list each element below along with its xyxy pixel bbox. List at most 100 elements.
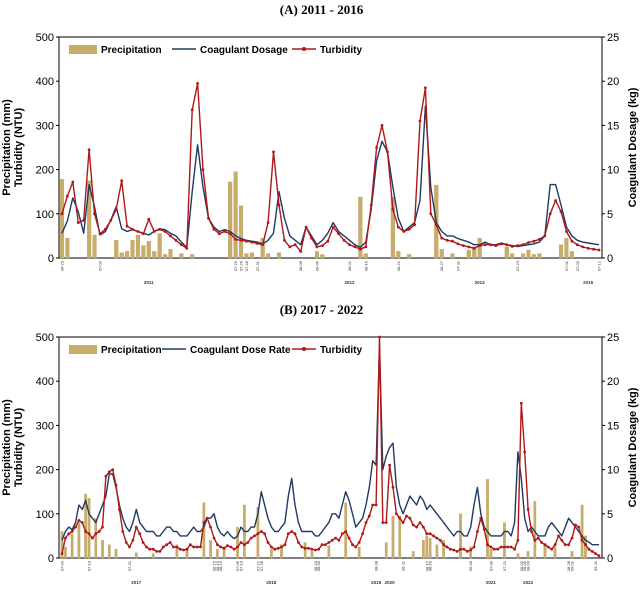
precipitation-bar [303, 542, 307, 559]
turbidity-point [563, 543, 567, 547]
turbidity-point [580, 538, 584, 542]
precipitation-bar [358, 196, 363, 259]
precipitation-bar [327, 545, 331, 559]
precipitation-bar [276, 252, 282, 259]
panel-a-title: (A) 2011 - 2016 [280, 2, 364, 17]
turbidity-point [396, 225, 400, 229]
turbidity-point [401, 521, 405, 524]
precipitation-bar [442, 540, 445, 559]
precipitation-bar [543, 544, 547, 559]
turbidity-point [304, 225, 308, 229]
plot-frame [58, 336, 603, 559]
turbidity-point [273, 547, 277, 551]
turbidity-point [523, 450, 527, 454]
turbidity-point [324, 543, 327, 547]
precipitation-bar [266, 253, 271, 259]
turbidity-point [201, 168, 205, 172]
year-label: 2011 [144, 280, 154, 285]
turbidity-point [574, 523, 577, 527]
turbidity-point [442, 543, 445, 547]
turbidity-point [543, 543, 547, 547]
turbidity-point [375, 146, 378, 149]
precipitation-bar [179, 253, 184, 259]
date-tick-label: 07-28 [259, 560, 264, 571]
turbidity-point [347, 536, 351, 540]
turbidity-point [255, 242, 259, 245]
y-tick-label: 0 [48, 253, 54, 265]
turbidity-point [413, 223, 416, 227]
turbidity-point [337, 232, 340, 236]
precipitation-bar [135, 234, 140, 259]
legend-label-coagulant: Coagulant Dose Rate [190, 345, 291, 356]
precipitation-bar [92, 234, 97, 259]
year-label: 2019 [371, 580, 382, 585]
precipitation-bar [558, 244, 564, 259]
turbidity-point [315, 245, 319, 249]
turbidity-point [371, 503, 375, 507]
turbidity-point [411, 523, 415, 527]
turbidity-point [577, 525, 581, 529]
turbidity-point [217, 232, 221, 236]
precipitation-bar [87, 180, 92, 259]
turbidity-point [114, 208, 118, 211]
turbidity-point [445, 238, 449, 242]
turbidity-point [77, 519, 81, 522]
turbidity-point [293, 243, 297, 247]
date-tick-label: 07-28 [244, 260, 249, 271]
turbidity-point [60, 552, 64, 555]
date-tick-label: 07-11 [455, 260, 460, 271]
turbidity-point [212, 536, 216, 540]
turbidity-point [182, 548, 186, 552]
turbidity-point [93, 212, 96, 216]
turbidity-point [361, 532, 364, 536]
date-tick-label: 07-26 [239, 260, 244, 271]
date-tick-label: 08-02 [519, 560, 524, 571]
turbidity-point [158, 550, 162, 553]
precipitation-bar [59, 179, 65, 259]
turbidity-point [128, 545, 131, 549]
precipitation-bar [233, 171, 238, 259]
turbidity-point [165, 543, 169, 547]
turbidity-point [310, 236, 313, 240]
turbidity-point [483, 243, 487, 247]
turbidity-point [386, 150, 389, 154]
precipitation-bar [396, 251, 401, 259]
precipitation-bar [314, 251, 319, 259]
precipitation-bar [489, 549, 493, 559]
precipitation-bar [64, 546, 67, 559]
turbidity-point [476, 530, 479, 533]
panel-b: 0 100 200 300 400 500 0 5 10 15 20 25 Precipitation … [1, 332, 639, 585]
turbidity-point [307, 546, 310, 550]
y-axis-label: Precipitation (mm) [1, 399, 13, 496]
turbidity-point [331, 225, 335, 229]
y2-axis-label: Coagulant Dosage (kg) [627, 87, 639, 207]
turbidity-point [429, 212, 433, 216]
precipitation-bar [134, 552, 138, 559]
turbidity-point [398, 516, 402, 520]
precipitation-bar [580, 504, 584, 559]
precipitation-bar [141, 245, 146, 259]
y2-tick-label: 15 [607, 420, 619, 432]
turbidity-point [570, 239, 574, 243]
turbidity-point [364, 245, 368, 249]
precipitation-bar [114, 549, 118, 559]
precipitation-bar [190, 254, 195, 259]
turbidity-point [478, 244, 482, 248]
turbidity-point [584, 543, 587, 547]
turbidity-point [266, 541, 270, 544]
turbidity-point [482, 527, 486, 531]
precipitation-bar [439, 249, 444, 259]
precipitation-bar [119, 252, 124, 259]
legend-marker-turbidity [302, 347, 306, 351]
date-tick-label: 07-03 [60, 560, 65, 571]
turbidity-point [246, 541, 250, 544]
turbidity-point [342, 238, 346, 242]
precipitation-bar [363, 253, 368, 259]
turbidity-point [550, 547, 554, 551]
turbidity-point [280, 545, 283, 549]
precipitation-bar [216, 549, 219, 559]
turbidity-point [91, 536, 94, 540]
y-tick-label: 400 [36, 76, 54, 88]
turbidity-point [489, 243, 492, 247]
